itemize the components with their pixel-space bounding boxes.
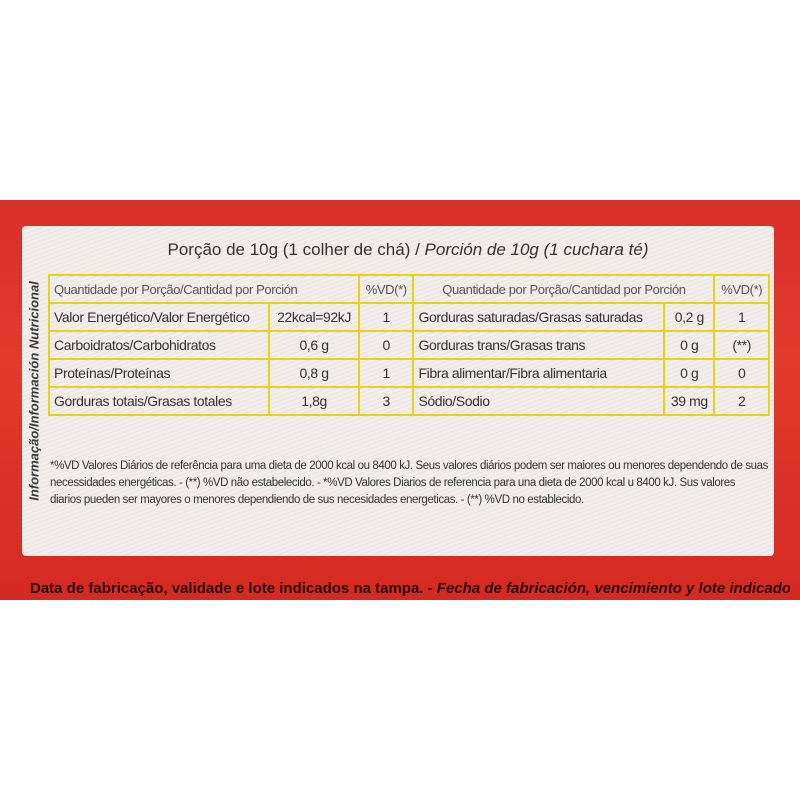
nutrient-amount: 0,6 g (268, 330, 360, 360)
nutrient-amount: 0,2 g (663, 302, 716, 332)
manufacturing-note: Data de fabricação, validade e lote indi… (30, 580, 790, 597)
nutrient-vd: 0 (713, 358, 770, 388)
nutrient-amount: 0,8 g (268, 358, 360, 388)
header-quantity: Quantidade por Porção/Cantidad por Porci… (48, 274, 360, 304)
nutrient-name: Valor Energético/Valor Energético (47, 302, 271, 332)
nutrition-label: Informação/Información Nutricional Porçã… (22, 226, 774, 556)
nutrient-name: Sódio/Sodio (412, 386, 666, 416)
nutrient-amount: 0 g (663, 330, 716, 360)
table-row: Valor Energético/Valor Energético 22kcal=… (47, 302, 770, 332)
table-row: Gorduras totais/Grasas totales 1,8g 3 Sódi… (47, 386, 770, 416)
nutrient-name: Gorduras saturadas/Grasas saturadas (412, 302, 666, 332)
header-vd: %VD(*) (357, 274, 415, 304)
nutrient-amount: 22kcal=92kJ (268, 302, 360, 332)
nutrition-table: Quantidade por Porção/Cantidad por Porci… (47, 274, 770, 416)
serving-size: Porção de 10g (1 colher de chá) / Porció… (167, 240, 649, 259)
footnote: *%VD Valores Diários de referência para … (50, 460, 769, 506)
nutrient-name: Proteínas/Proteínas (47, 358, 271, 388)
nutrient-vd: (**) (713, 330, 770, 360)
side-title: Informação/Información Nutricional (26, 281, 42, 501)
nutrient-vd: 3 (357, 386, 415, 416)
nutrient-name: Gorduras totais/Grasas totales (47, 386, 271, 416)
nutrient-vd: 0 (357, 330, 415, 360)
header-vd-right: %VD(*) (713, 274, 770, 304)
table-header: Quantidade por Porção/Cantidad por Porci… (48, 274, 770, 304)
nutrient-vd: 1 (357, 358, 415, 388)
nutrient-amount: 0 g (663, 358, 716, 388)
nutrient-amount: 39 mg (663, 386, 716, 416)
nutrient-vd: 2 (713, 386, 770, 416)
nutrient-name: Gorduras trans/Grasas trans (412, 330, 666, 360)
nutrient-vd: 1 (357, 302, 415, 332)
nutrient-vd: 1 (713, 302, 770, 332)
nutrient-name: Carboidratos/Carbohidratos (47, 330, 271, 360)
nutrient-name: Fibra alimentar/Fibra alimentaria (412, 358, 666, 388)
header-quantity-right: Quantidade por Porção/Cantidad por Porci… (412, 274, 716, 304)
nutrient-amount: 1,8g (268, 386, 360, 416)
